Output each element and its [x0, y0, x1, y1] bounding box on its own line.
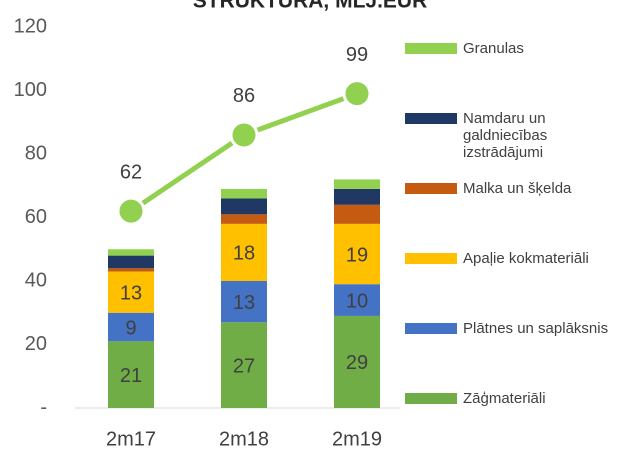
legend-label: Granulas	[463, 40, 524, 57]
legend-swatch	[405, 113, 457, 124]
data-label: 19	[346, 244, 368, 266]
data-label: 10	[346, 290, 368, 312]
bar-segment	[334, 223, 380, 285]
x-tick-label: 2m17	[106, 428, 156, 450]
data-label: 18	[233, 243, 255, 265]
bar-segment	[221, 322, 267, 408]
bar-segment	[334, 284, 380, 316]
data-label: 13	[120, 282, 142, 304]
y-tick-label: 120	[14, 15, 47, 37]
x-tick-label: 2m18	[219, 428, 269, 450]
line-marker	[229, 120, 259, 150]
bar-segment	[334, 315, 380, 408]
bar-segment	[221, 198, 267, 215]
legend-swatch	[405, 43, 457, 54]
bar-segment	[221, 188, 267, 199]
bar-segment	[108, 249, 154, 256]
bar-segment	[334, 204, 380, 224]
legend-swatch	[405, 183, 457, 194]
y-tick-label: 60	[25, 206, 47, 228]
bar-segment	[108, 255, 154, 269]
y-tick-label: 100	[14, 79, 47, 101]
bar-segment	[108, 341, 154, 408]
legend-item: Plātnes un saplāksnis	[405, 320, 623, 337]
legend-item: Granulas	[405, 40, 623, 57]
bar-segment	[108, 271, 154, 313]
data-label: 27	[233, 355, 255, 377]
bar-segment	[334, 179, 380, 189]
bar-segment	[334, 188, 380, 205]
y-tick-label: 40	[25, 269, 47, 291]
legend-swatch	[405, 253, 457, 264]
y-tick-label: -	[40, 396, 47, 418]
y-tick-label: 20	[25, 333, 47, 355]
legend-item: Zāģmateriāli	[405, 390, 623, 407]
chart-title: STRUKTŪRA, MLJ.EUR	[193, 0, 428, 13]
line-label: 62	[120, 161, 142, 183]
bar-segment	[108, 268, 154, 272]
legend-item: Malka un šķelda	[405, 180, 623, 197]
data-label: 9	[125, 317, 136, 339]
legend-label: Malka un šķelda	[463, 180, 572, 197]
x-tick-label: 2m19	[332, 428, 382, 450]
data-label: 13	[233, 292, 255, 314]
legend-label: Plātnes un saplāksnis	[463, 320, 609, 337]
legend-swatch	[405, 393, 457, 404]
legend-label: Zāģmateriāli	[463, 390, 546, 407]
legend-item: Apaļie kokmateriāli	[405, 250, 623, 267]
line-marker	[342, 79, 372, 109]
line-marker	[116, 196, 146, 226]
y-tick-label: 80	[25, 142, 47, 164]
data-label: 21	[120, 365, 142, 387]
legend-label: Apaļie kokmateriāli	[463, 250, 589, 267]
legend-label: Namdaru un galdniecības izstrādājumi	[463, 110, 548, 161]
bar-segment	[221, 223, 267, 281]
data-label: 29	[346, 352, 368, 374]
bar-segment	[221, 281, 267, 323]
bar-segment	[108, 312, 154, 342]
legend-swatch	[405, 323, 457, 334]
bar-segment	[221, 214, 267, 224]
line-label: 99	[346, 44, 368, 66]
line-label: 86	[233, 85, 255, 107]
legend-item: Namdaru un galdniecības izstrādājumi	[405, 110, 623, 161]
